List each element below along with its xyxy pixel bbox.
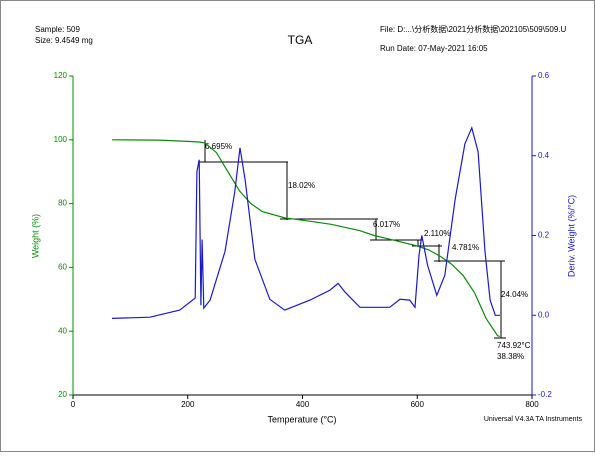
y-tick-label: 100 xyxy=(54,135,68,144)
run-date: Run Date: 07-May-2021 16:05 xyxy=(380,44,488,53)
x-tick-label: 600 xyxy=(411,400,425,409)
x-tick-label: 200 xyxy=(181,400,195,409)
data-line xyxy=(111,125,500,319)
y-tick-label: 80 xyxy=(58,199,67,208)
annotation: 24.04% xyxy=(501,290,528,299)
chart-title: TGA xyxy=(288,33,313,47)
y2-tick-label: 0.2 xyxy=(538,231,550,240)
file: File: D:...\分析数据\2021分析数据\202105\509\509… xyxy=(380,24,567,34)
y-tick-label: 40 xyxy=(58,326,67,335)
x-tick-label: 800 xyxy=(525,400,539,409)
annotation: 38.38% xyxy=(497,352,524,361)
y2-tick-label: 0.0 xyxy=(538,310,550,319)
annotation: 2.110% xyxy=(424,229,451,238)
y-axis-label: Weight (%) xyxy=(30,214,40,258)
y2-tick-label: 0.6 xyxy=(538,71,550,80)
annotations: 6.695% 18.02% 6.017% 2.110% 4.781% 24.04… xyxy=(198,140,531,361)
y-tick-label: 60 xyxy=(58,263,67,272)
annotation: 6.695% xyxy=(205,142,232,151)
y2-tick-label: 0.4 xyxy=(538,151,550,160)
annotation: 4.781% xyxy=(452,243,479,252)
sample: Sample: 509 xyxy=(35,25,80,34)
data-line xyxy=(111,139,500,337)
y-tick-label: 120 xyxy=(54,71,68,80)
y2-axis-label: Deriv. Weight (%/°C) xyxy=(566,195,576,277)
x-axis-label: Temperature (°C) xyxy=(267,414,336,424)
x-tick-label: 0 xyxy=(71,400,76,409)
size: Size: 9.4549 mg xyxy=(35,36,93,45)
y-tick-label: 20 xyxy=(58,390,67,399)
x-tick-label: 400 xyxy=(296,400,310,409)
instrument: Universal V4.3A TA Instruments xyxy=(484,416,583,423)
annotation: 743.92°C xyxy=(497,341,531,350)
annotation: 18.02% xyxy=(288,181,315,190)
annotation: 6.017% xyxy=(373,220,400,229)
y2-tick-label: -0.2 xyxy=(538,390,552,399)
